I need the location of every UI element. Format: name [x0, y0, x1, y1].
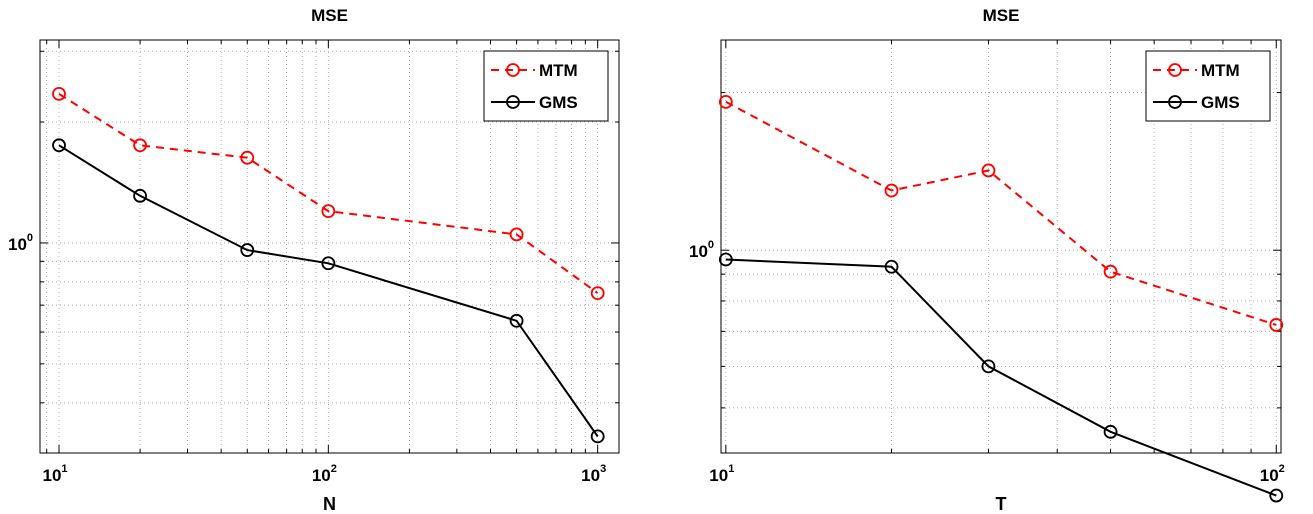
x-tick-label-exponent: 1 [61, 463, 67, 475]
series-line [725, 100, 1277, 326]
data-point [321, 204, 336, 219]
tick-marks [721, 40, 1281, 453]
x-tick-label: 103 [581, 463, 606, 485]
x-tick-label-exponent: 3 [600, 463, 606, 475]
series-gms [52, 138, 605, 444]
data-point [981, 359, 996, 374]
x-axis-label: T [996, 494, 1007, 514]
y-tick-label-exponent: 0 [708, 239, 714, 251]
series-line [58, 144, 599, 437]
data-point [52, 138, 66, 153]
y-tick-label: 100 [8, 232, 33, 254]
data-point [509, 227, 524, 242]
x-tick-label-exponent: 2 [1279, 463, 1285, 475]
legend-label: GMS [1201, 93, 1240, 112]
data-point [133, 138, 147, 153]
x-tick-label: 102 [312, 463, 337, 485]
y-tick-label-exponent: 0 [27, 232, 33, 244]
legend-marker [1168, 63, 1182, 77]
legend-label: GMS [539, 93, 578, 112]
data-point [240, 150, 255, 165]
legend-label: MTM [539, 61, 578, 80]
data-point [1103, 264, 1118, 279]
data-point [509, 313, 524, 328]
legend-label: MTM [1201, 61, 1240, 80]
x-tick-label-exponent: 2 [331, 463, 337, 475]
x-tick-label: 101 [709, 463, 734, 485]
data-point [52, 86, 66, 101]
data-point [1103, 424, 1118, 439]
x-tick-label-base: 10 [709, 466, 728, 485]
chart-title: MSE [983, 6, 1020, 25]
data-point [884, 183, 899, 198]
x-tick-label: 102 [1260, 463, 1285, 485]
axes-frame [39, 39, 620, 454]
legend: MTM GMS [483, 50, 609, 122]
data-point [590, 429, 605, 444]
data-point [1269, 318, 1284, 332]
data-point [981, 163, 996, 178]
axes-frame [720, 39, 1282, 454]
data-point [321, 256, 336, 271]
series-line [725, 258, 1277, 497]
x-axis-label: N [323, 494, 336, 514]
data-point [590, 286, 605, 301]
data-point [718, 252, 733, 267]
data-point [1269, 488, 1284, 503]
series-mtm [52, 86, 605, 301]
legend-box [483, 50, 609, 122]
legend-marker [1168, 95, 1182, 109]
y-tick-label: 100 [689, 239, 714, 261]
series-gms [718, 252, 1284, 503]
legend-marker [506, 95, 520, 109]
data-point [884, 259, 899, 274]
x-tick-label: 101 [42, 463, 67, 485]
series-mtm [718, 94, 1284, 332]
data-point [718, 94, 733, 109]
data-point [240, 243, 255, 257]
y-tick-label-base: 10 [689, 242, 708, 261]
y-tick-label-base: 10 [8, 235, 27, 254]
x-tick-label-base: 10 [312, 466, 331, 485]
legend: MTM GMS [1145, 50, 1271, 122]
x-tick-label-exponent: 1 [728, 463, 734, 475]
legend-box [1145, 50, 1271, 122]
chart-title: MSE [311, 6, 348, 25]
x-tick-label-base: 10 [581, 466, 600, 485]
x-tick-label-base: 10 [42, 466, 61, 485]
legend-marker [506, 63, 520, 77]
data-point [133, 188, 147, 203]
series-line [58, 93, 599, 294]
x-tick-label-base: 10 [1260, 466, 1279, 485]
